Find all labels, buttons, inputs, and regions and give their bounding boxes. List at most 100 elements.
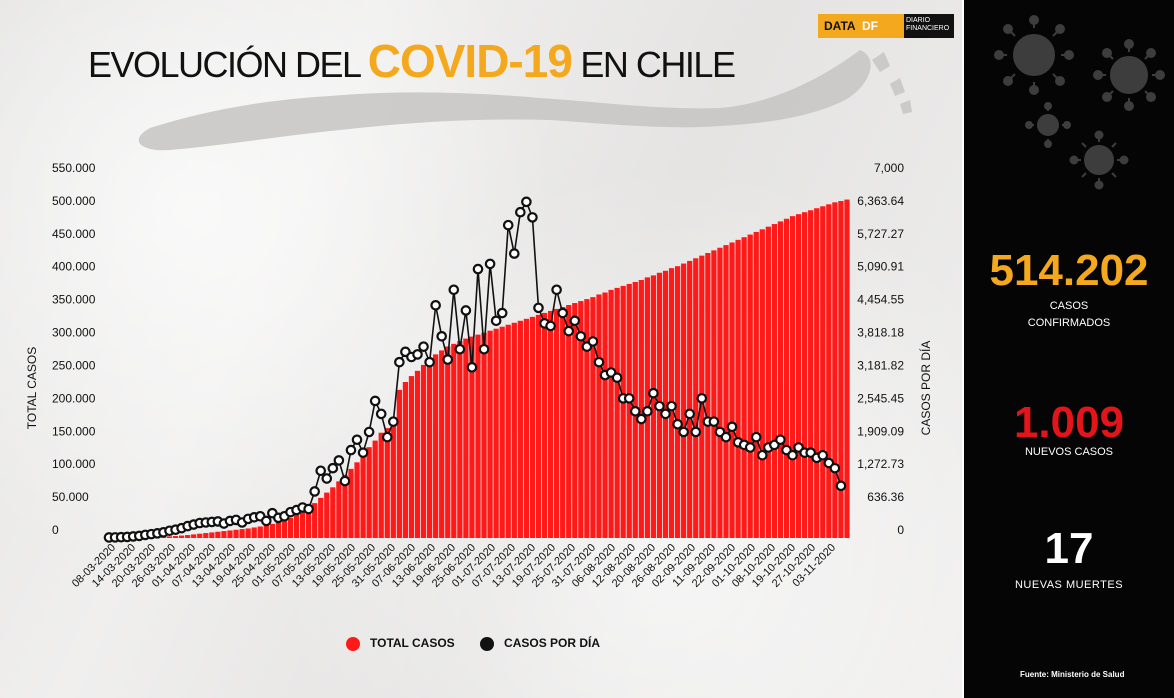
y-axis-right: 0 636.36 1,272.73 1,909.09 2,545.45 3,181.82 3… [857,161,904,537]
daily-cases-point [442,354,454,365]
daily-cases-point [744,442,756,453]
total-cases-bar [293,514,300,538]
daily-cases-point [472,263,484,275]
daily-cases-point [394,356,405,368]
y-tick-label: 350.000 [52,293,96,307]
total-cases-bar [608,289,614,538]
new-cases-value: 1.009 [1013,398,1125,447]
total-cases-bar [529,316,536,538]
cases-label-line1: CASOS [1049,300,1089,312]
total-cases-bar [433,354,439,538]
total-cases-bar [275,522,282,538]
daily-cases-point [460,305,472,316]
y2-tick-label: 1,909.09 [857,424,904,438]
y2-tick-label: 6,363.64 [857,194,904,208]
x-axis: 08-03-202014-03-202020-03-202026-03-2020… [70,542,838,590]
y2-tick-label: 3,181.82 [857,359,904,373]
daily-cases-point [496,307,508,319]
y-tick-label: 550.000 [52,161,96,175]
total-cases-bar [360,455,366,538]
chile-map-islands [872,52,912,114]
total-cases-bar [693,258,699,538]
daily-cases-point [563,325,575,337]
daily-cases-point [315,465,327,477]
total-cases-bar [426,359,433,538]
daily-cases-point [690,426,702,438]
total-cases-bar [402,382,409,538]
title-suffix: EN CHILE [571,44,736,85]
new-deaths-label: NUEVAS MUERTES [1014,579,1124,591]
total-cases-bar [795,214,802,539]
total-cases-bar [783,218,790,538]
total-cases-bar [566,305,572,538]
daily-cases-point [430,299,441,311]
total-cases-bar [832,202,838,538]
y2-tick-label: 636.36 [867,490,904,504]
legend-daily-label: CASOS POR DÍA [504,636,601,651]
y-tick-label: 500.000 [52,194,96,208]
total-cases-bar [729,242,735,539]
chile-map-silhouette [138,50,871,151]
total-cases-bar [257,526,263,538]
daily-cases-point [454,343,466,355]
chart-legend: TOTAL CASOS CASOS POR DÍA [346,636,622,652]
total-cases-bar [511,322,517,538]
total-cases-bar [354,462,360,538]
total-cases-bar [445,346,451,538]
total-cases-bar [844,199,850,538]
y-axis-title: TOTAL CASOS [25,347,39,429]
total-cases-bar [269,523,275,538]
total-cases-bar [747,234,753,538]
total-cases-bar [717,247,723,539]
total-cases-bar [324,492,330,538]
total-cases-bar [414,370,421,538]
daily-cases-point [660,408,671,420]
total-cases-bar [838,201,844,538]
total-cases-bar [336,481,342,538]
total-cases-bar [820,206,826,538]
total-cases-bar [245,528,251,538]
total-cases-bar [227,530,233,538]
total-cases-bar [178,535,185,538]
daily-cases-point [345,444,357,456]
daily-cases-point [569,315,581,327]
total-cases-bar [674,266,681,538]
y2-tick-label: 3,818.18 [857,326,904,340]
y2-tick-label: 1,272.73 [857,457,904,471]
daily-cases-line [103,196,847,543]
y2-tick-label: 5,727.27 [857,227,904,241]
daily-cases-point [642,405,653,417]
daily-cases-point [309,486,320,497]
total-cases-bar [378,432,384,538]
total-cases-bar [396,389,402,538]
logo-sub1: DIARIO [906,17,931,24]
new-deaths-value: 17 [1044,524,1094,573]
daily-cases-point [508,248,520,259]
total-cases-bar [420,364,427,538]
total-cases-bar [390,423,396,538]
total-cases-bar [463,338,469,538]
daily-cases-point [339,475,351,487]
daily-cases-point [726,421,738,433]
logo-box [818,14,904,38]
y2-tick-label: 0 [897,523,904,537]
total-cases-bar [172,536,179,538]
total-cases-bar [505,324,511,538]
total-cases-bar [517,320,523,538]
total-cases-bar [209,532,215,538]
confirmed-cases-label: CASOS CONFIRMADOS [964,298,1174,332]
daily-cases-point [750,431,762,443]
total-cases-bar [814,208,820,538]
daily-cases-point [521,196,532,208]
total-cases-bar [191,534,197,538]
daily-cases-point [381,431,393,443]
legend-daily: CASOS POR DÍA [480,636,601,652]
daily-cases-point [363,426,375,438]
daily-cases-point [351,434,363,446]
total-cases-bar [221,531,227,538]
daily-cases-point [545,320,556,332]
total-cases-bar [451,343,457,538]
total-cases-bar [299,511,306,538]
total-cases-bar [408,376,415,538]
title-highlight: COVID-19 [367,35,573,87]
